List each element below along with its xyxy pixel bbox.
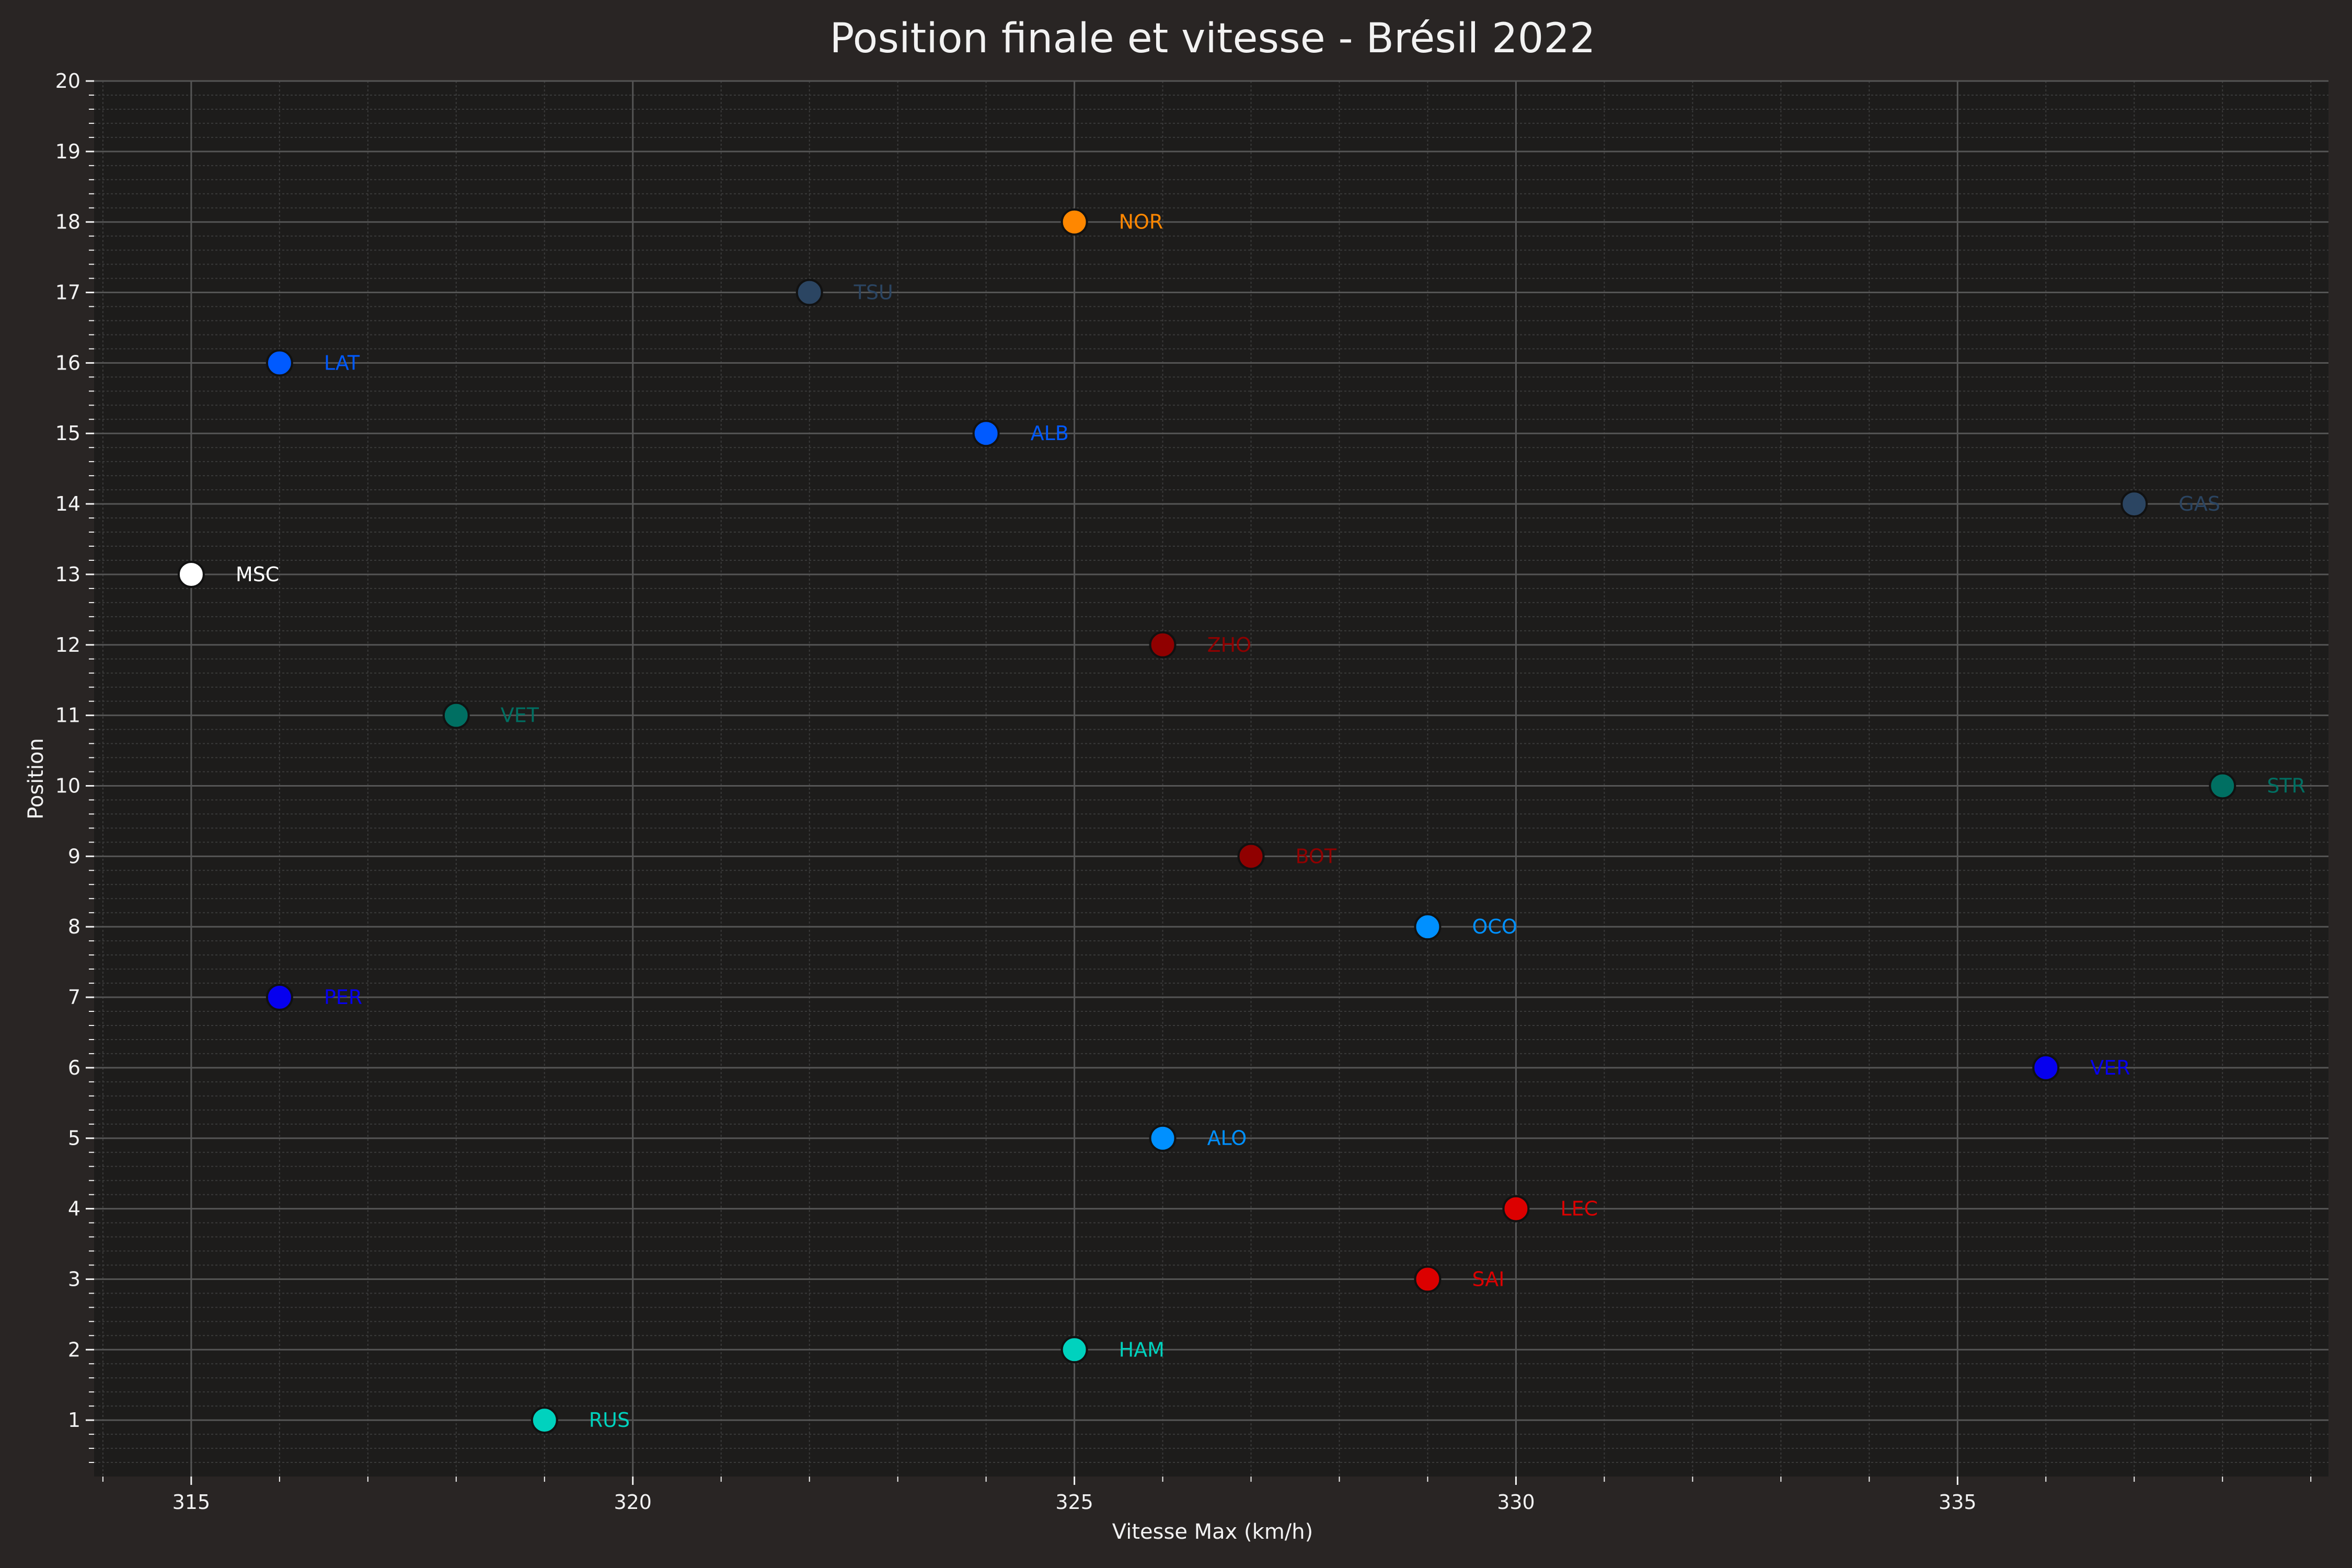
data-point-str	[2209, 772, 2236, 800]
point-label-lat: LAT	[324, 351, 360, 374]
y-tick-label: 15	[55, 422, 80, 445]
data-point-vet	[442, 701, 470, 729]
y-tick-label: 10	[55, 774, 80, 797]
point-label-oco: OCO	[1472, 915, 1517, 938]
x-tick-label: 335	[1939, 1491, 1977, 1514]
y-tick-label: 8	[68, 915, 80, 938]
y-tick-label: 13	[55, 563, 80, 586]
y-tick-label: 19	[55, 140, 80, 163]
data-point-ham	[1060, 1336, 1088, 1364]
data-point-gas	[2120, 490, 2148, 518]
chart-title: Position finale et vitesse - Brésil 2022	[829, 15, 1595, 62]
y-tick-label: 1	[68, 1409, 80, 1432]
point-label-ham: HAM	[1119, 1338, 1165, 1361]
point-label-str: STR	[2267, 774, 2305, 797]
point-label-msc: MSC	[236, 563, 279, 586]
y-axis-label: Position	[24, 738, 48, 820]
plot-area	[94, 81, 2328, 1477]
data-point-rus	[531, 1406, 558, 1434]
point-label-vet: VET	[501, 704, 539, 727]
data-point-alo	[1149, 1124, 1177, 1152]
y-tick-label: 9	[68, 845, 80, 868]
point-label-gas: GAS	[2178, 492, 2220, 515]
data-points: NOR TSU LAT ALB GAS MSC ZHO VET STR BOT OCO PER VER A…	[177, 208, 2305, 1434]
y-tick-label: 7	[68, 986, 80, 1009]
data-point-tsu	[795, 279, 823, 306]
y-tick-label: 12	[55, 633, 80, 656]
point-label-bot: BOT	[1296, 845, 1337, 868]
data-point-alb	[972, 420, 1000, 447]
point-label-sai: SAI	[1472, 1267, 1504, 1290]
data-point-ver	[2032, 1054, 2060, 1081]
y-tick-label: 6	[68, 1056, 80, 1079]
minor-grid	[94, 81, 2328, 1477]
data-point-oco	[1414, 913, 1442, 941]
point-label-nor: NOR	[1119, 211, 1163, 234]
point-label-lec: LEC	[1560, 1197, 1598, 1220]
point-label-per: PER	[324, 986, 362, 1009]
point-label-tsu: TSU	[854, 281, 893, 304]
y-tick-label: 14	[55, 492, 80, 515]
y-tick-label: 5	[68, 1127, 80, 1150]
y-tick-label: 11	[55, 704, 80, 727]
data-point-sai	[1414, 1265, 1442, 1293]
y-tick-label: 16	[55, 351, 80, 374]
y-tick-label: 18	[55, 211, 80, 234]
data-point-nor	[1060, 208, 1088, 236]
x-axis-label: Vitesse Max (km/h)	[1112, 1520, 1313, 1544]
x-tick-label: 320	[614, 1491, 652, 1514]
point-label-alo: ALO	[1207, 1127, 1247, 1150]
x-tick-label: 330	[1497, 1491, 1535, 1514]
data-point-bot	[1237, 843, 1265, 870]
data-point-lat	[266, 349, 293, 377]
major-grid	[94, 80, 2328, 1477]
data-point-per	[266, 984, 293, 1011]
x-tick-label: 325	[1055, 1491, 1093, 1514]
point-label-rus: RUS	[589, 1409, 630, 1432]
y-tick-label: 2	[68, 1338, 80, 1361]
y-tick-label: 17	[55, 281, 80, 304]
y-tick-label: 3	[68, 1267, 80, 1290]
axis-ticks: 315 320 325 330 3351234567891011121314151617…	[55, 70, 2312, 1514]
y-tick-label: 20	[55, 70, 80, 93]
data-point-lec	[1502, 1195, 1530, 1223]
point-label-zho: ZHO	[1207, 633, 1252, 656]
data-point-msc	[177, 560, 205, 588]
data-point-zho	[1149, 631, 1177, 659]
point-label-alb: ALB	[1031, 422, 1069, 445]
point-label-ver: VER	[2090, 1056, 2130, 1079]
y-tick-label: 4	[68, 1197, 80, 1220]
x-tick-label: 315	[172, 1491, 211, 1514]
